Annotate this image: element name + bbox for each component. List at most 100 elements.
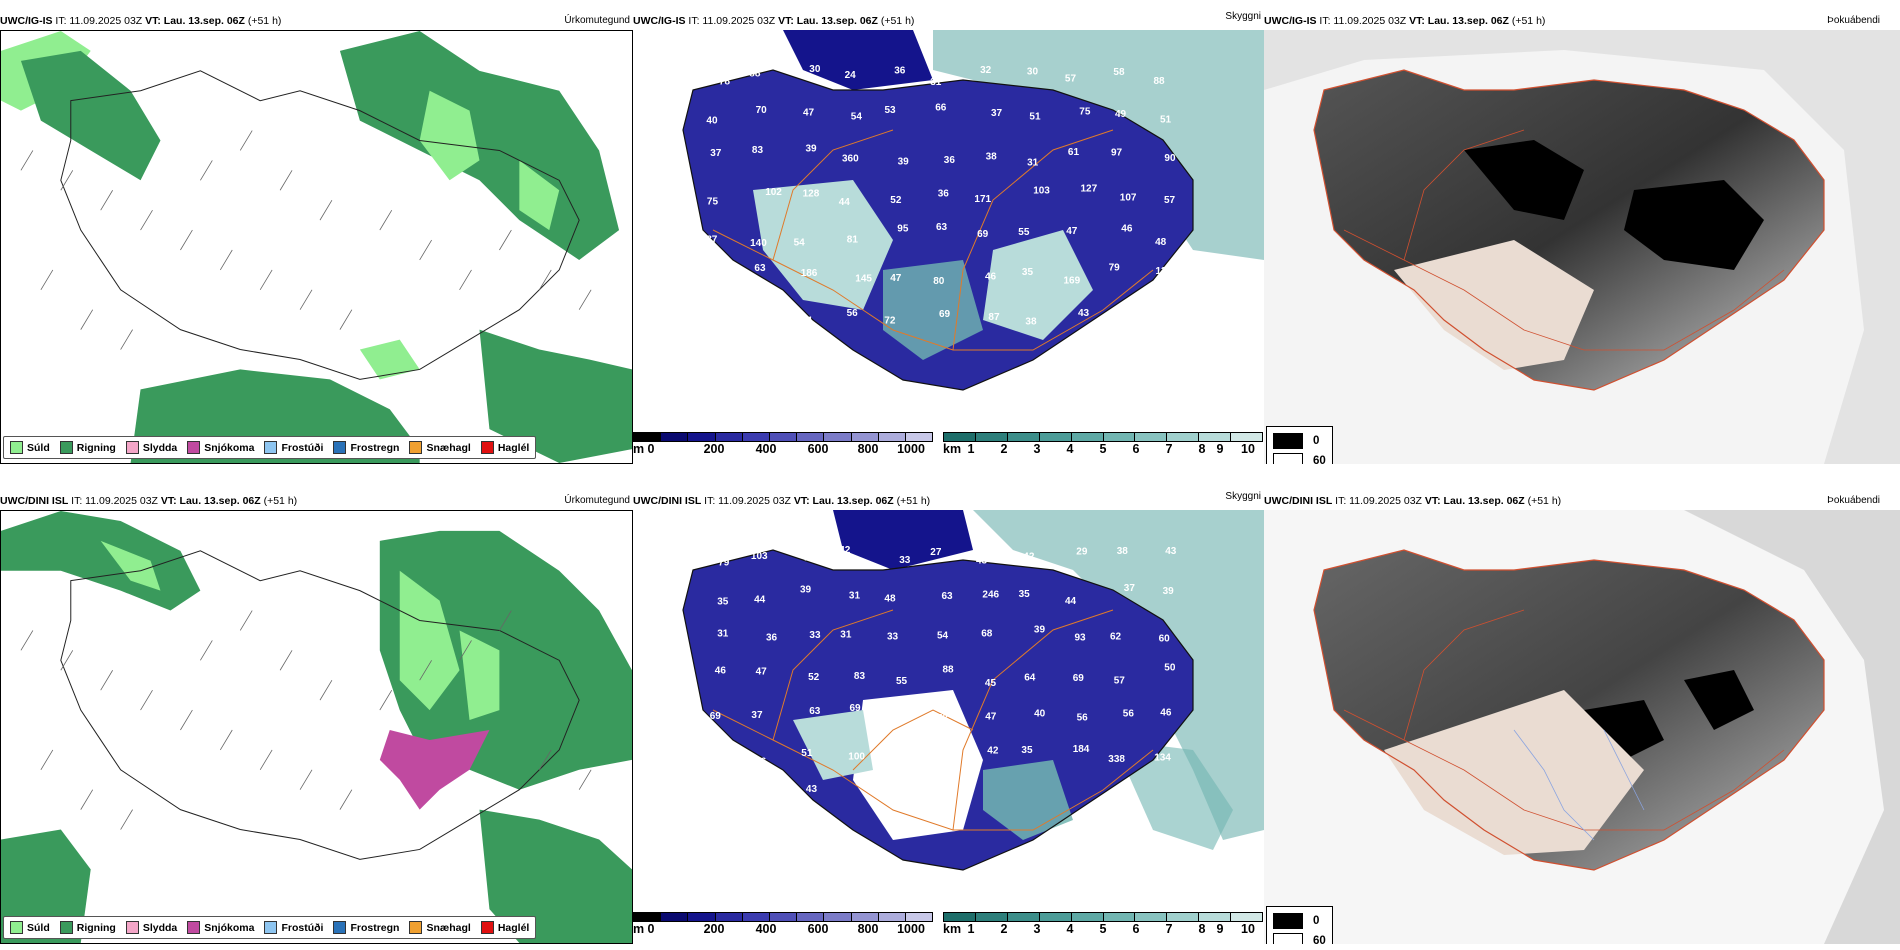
road-network (712, 129, 1154, 351)
valid-time: VT: Lau. 13.sep. 06Z (160, 495, 261, 507)
cloud-base-value: 140 (750, 238, 767, 249)
cloud-base-value: 75 (1079, 106, 1091, 117)
cloud-base-value: 35 (1019, 589, 1031, 600)
cloud-base-value: 48 (1155, 237, 1167, 248)
cloud-base-value: 35 (717, 597, 729, 608)
fog-legend-row: 0 (1273, 431, 1326, 451)
legend-item: Haglél (480, 441, 529, 454)
init-time: IT: 11.09.2025 03Z (1332, 495, 1425, 507)
cloud-base-value: 51 (801, 748, 813, 759)
cloud-base-value: 54 (937, 631, 949, 642)
panel-title: Skyggni (1225, 11, 1261, 22)
precip-type-legend: Súld Rigning Slydda Snjókoma Frostúði Fr… (3, 916, 537, 939)
legend-swatch (480, 921, 494, 934)
precip-panel-row1: UWC/IG-IS IT: 11.09.2025 03Z VT: Lau. 13… (0, 14, 633, 464)
cloud-base-value: 31 (840, 630, 852, 641)
colorbar-segment (878, 913, 906, 921)
cloud-base-value: 38 (1025, 317, 1037, 328)
init-time: IT: 11.09.2025 03Z (68, 495, 161, 507)
colorbar-segment (905, 913, 933, 921)
cloud-base-value: 58 (1113, 67, 1125, 78)
cloud-base-value: 69 (710, 711, 722, 722)
height-tick: 0 (647, 442, 655, 456)
legend-item: Súld (10, 921, 50, 934)
visibility-tick: 4 (1066, 922, 1074, 936)
cloud-base-value: 62 (1110, 631, 1122, 642)
colorbar-segment (1071, 913, 1104, 921)
cloud-base-value: 49 (935, 756, 947, 767)
cloud-base-value: 52 (808, 672, 820, 683)
fog-legend-swatch (1273, 433, 1303, 449)
cloud-base-value: 95 (897, 224, 909, 235)
fog-legend-label: 60 (1313, 455, 1326, 464)
colorbar-segment (905, 433, 933, 441)
panel-header: UWC/IG-IS IT: 11.09.2025 03Z VT: Lau. 13… (633, 11, 1264, 28)
valid-time: VT: Lau. 13.sep. 06Z (793, 495, 894, 507)
cloud-base-value: 49 (755, 307, 767, 318)
cloud-base-value: 46 (715, 666, 727, 677)
model-name: UWC/DINI ISL (633, 495, 702, 507)
cloud-base-value: 69 (939, 309, 951, 320)
legend-swatch (333, 921, 347, 934)
legend-label: Slydda (142, 921, 178, 934)
cloud-base-value: 57 (1065, 74, 1077, 85)
precip-map-svg (1, 31, 632, 463)
cloud-base-value: 30 (809, 64, 821, 75)
cloud-base-value: 56 (1077, 713, 1089, 724)
cloud-base-value: 58 (1116, 312, 1128, 323)
cloud-base-value: 38 (986, 151, 998, 162)
cloud-base-value: 103 (751, 551, 768, 562)
cloud-base-value: 86 (755, 757, 767, 768)
visibility-colorbar-strip (943, 912, 1263, 922)
height-unit: m (633, 922, 645, 936)
legend-swatch (125, 441, 139, 454)
visibility-colorbar: km 1 2 3 4 5 6 7 8 9 10 (943, 912, 1263, 940)
cloud-base-value: 54 (851, 112, 863, 123)
fog-legend-swatch (1273, 933, 1303, 944)
model-name: UWC/IG-IS (1264, 15, 1317, 27)
precip-map: Súld Rigning Slydda Snjókoma Frostúði Fr… (0, 30, 633, 464)
lead-time: (+51 h) (893, 495, 931, 507)
cloud-base-value: 45 (985, 678, 997, 689)
cloud-base-value: 33 (894, 706, 906, 717)
cloud-base-value: 38 (1117, 546, 1129, 557)
visibility-tick: 8 (1198, 442, 1206, 456)
legend-swatch (264, 921, 278, 934)
colorbar-segment (769, 913, 798, 921)
cloud-base-value: 44 (754, 594, 766, 605)
height-tick: 400 (755, 922, 777, 936)
legend-label: Frostúði (281, 441, 324, 454)
legend-label: Slydda (142, 441, 178, 454)
cloud-base-value: 42 (1023, 551, 1035, 562)
panel-header: UWC/DINI ISL IT: 11.09.2025 03Z VT: Lau.… (0, 494, 633, 508)
cloud-base-value: 36 (938, 189, 950, 200)
colorbar-segment (715, 433, 743, 441)
visibility-tick: 3 (1033, 922, 1041, 936)
height-tick: 400 (755, 442, 777, 456)
cloud-base-labels: 79 103 168 42 33 27 43 42 29 38 43 35 44 39 31 48 63 246 3… (703, 545, 1177, 800)
colorbar-segment (944, 913, 976, 921)
cloud-base-value: 61 (1068, 147, 1080, 158)
cloud-cover-map-svg (1264, 30, 1900, 464)
cloud-base-value: 43 (976, 555, 988, 566)
legend-label: Rigning (76, 441, 116, 454)
cloud-base-value: 36 (894, 66, 906, 77)
legend-item: Snæhagl (409, 921, 471, 934)
cloud-base-value: 70 (756, 105, 768, 116)
init-time: IT: 11.09.2025 03Z (685, 15, 779, 27)
colorbar-segment (878, 433, 906, 441)
legend-item: Snjókoma (187, 441, 254, 454)
lead-time: (+51 h) (877, 15, 915, 27)
cloud-base-value: 37 (710, 148, 722, 159)
cloud-base-value: 177 (1166, 316, 1183, 327)
cloud-base-value: 27 (930, 547, 942, 558)
colorbar-segment (797, 433, 825, 441)
colorbar-segment (851, 433, 879, 441)
cloud-base-value: 24 (845, 70, 857, 81)
valid-time: VT: Lau. 13.sep. 06Z (145, 15, 245, 27)
legend-swatch (125, 921, 139, 934)
legend-swatch (333, 441, 347, 454)
cloud-base-value: 53 (885, 105, 897, 116)
